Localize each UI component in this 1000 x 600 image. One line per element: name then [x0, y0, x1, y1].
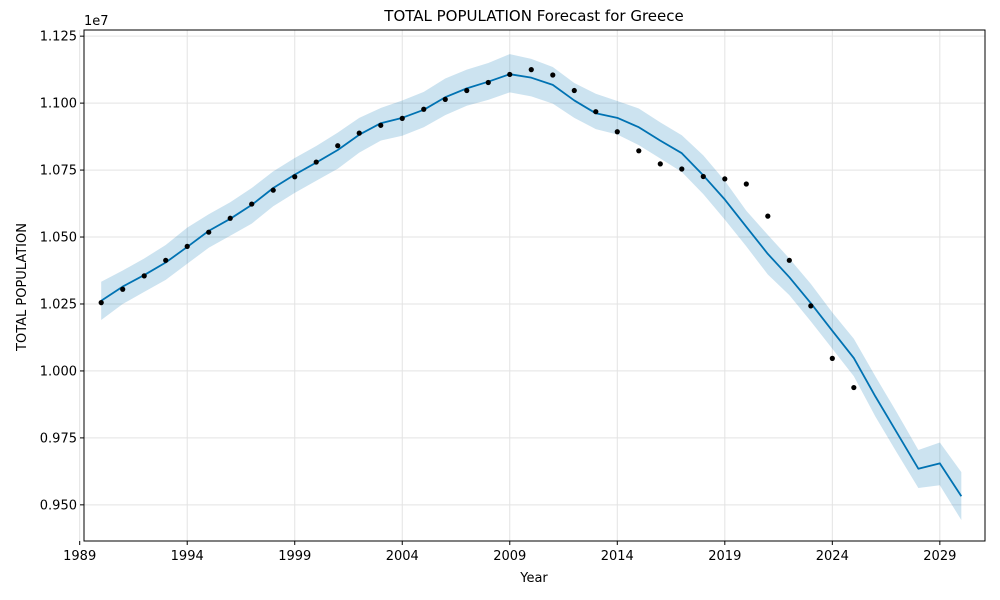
y-tick-label: 1.025: [40, 297, 77, 312]
y-tick-label: 1.075: [40, 164, 77, 179]
data-point: [399, 115, 405, 121]
x-tick-label: 2009: [493, 549, 526, 564]
data-point: [507, 71, 513, 78]
data-point: [636, 148, 642, 154]
data-point: [141, 273, 147, 279]
ticks-layer: 1989 1994 1999 2004 2009 2014 2019 2024 2029 0.95…: [40, 30, 957, 564]
data-point: [614, 129, 620, 135]
data-point: [464, 87, 470, 94]
x-tick-label: 2019: [708, 549, 741, 564]
y-tick-label: 1.000: [40, 364, 77, 379]
data-point: [528, 67, 534, 73]
data-point: [808, 303, 814, 309]
confidence-band: [101, 54, 962, 521]
data-point: [571, 87, 577, 94]
x-tick-label: 2004: [386, 549, 419, 564]
data-point: [851, 384, 857, 391]
y-tick-label: 0.975: [40, 431, 77, 446]
band-layer: [101, 54, 962, 521]
plot-frame: [83, 29, 986, 542]
chart-title: TOTAL POPULATION Forecast for Greece: [383, 7, 683, 25]
y-tick-label: 1.100: [40, 97, 77, 112]
data-point: [184, 243, 190, 249]
data-point: [421, 106, 427, 112]
data-point: [700, 173, 706, 180]
data-point: [98, 300, 104, 306]
y-scale-offset-label: 1e7: [84, 14, 109, 29]
points-layer: [98, 67, 857, 391]
x-tick-label: 1994: [171, 549, 204, 564]
data-point: [743, 181, 749, 187]
x-tick-label: 2014: [601, 549, 634, 564]
data-point: [163, 257, 169, 263]
y-tick-label: 0.950: [40, 498, 77, 513]
line-layer: [100, 73, 963, 497]
data-point: [829, 355, 835, 361]
x-tick-label: 1999: [278, 549, 311, 564]
y-tick-label: 1.050: [40, 231, 77, 246]
data-point: [722, 176, 728, 182]
data-point: [657, 161, 663, 167]
y-axis-label: TOTAL POPULATION: [15, 223, 30, 352]
x-tick-label: 2024: [816, 549, 849, 564]
data-point: [227, 215, 233, 221]
data-point: [442, 96, 448, 102]
data-point: [378, 122, 384, 128]
data-point: [249, 201, 255, 207]
data-point: [550, 72, 556, 78]
data-point: [292, 174, 298, 180]
data-point: [679, 166, 685, 172]
data-point: [206, 229, 212, 235]
data-point: [120, 286, 126, 292]
data-point: [765, 213, 771, 219]
data-point: [335, 143, 341, 149]
forecast-line: [100, 73, 963, 497]
data-point: [786, 257, 792, 263]
x-axis-label: Year: [519, 571, 548, 586]
x-tick-label: 2029: [923, 549, 956, 564]
data-point: [356, 130, 362, 136]
data-point: [313, 159, 319, 165]
data-point: [485, 79, 491, 86]
grid-layer: [79, 30, 985, 541]
x-tick-label: 1989: [63, 549, 96, 564]
data-point: [593, 109, 599, 115]
y-tick-label: 1.125: [40, 30, 77, 45]
data-point: [270, 187, 276, 193]
